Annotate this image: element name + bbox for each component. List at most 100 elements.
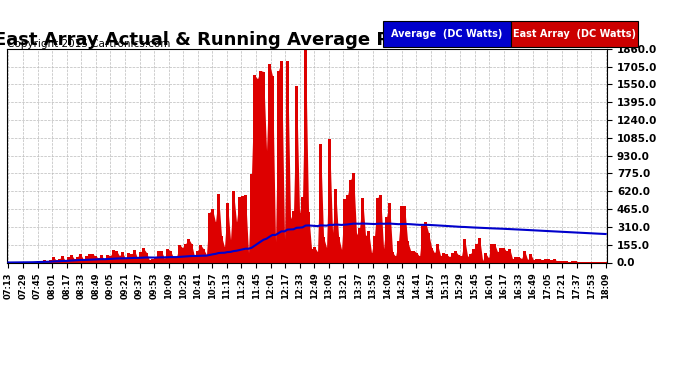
Bar xyxy=(304,49,307,262)
Bar xyxy=(556,261,559,262)
Bar xyxy=(70,255,73,262)
Bar xyxy=(229,240,232,262)
Bar xyxy=(256,79,259,262)
Bar xyxy=(274,242,277,262)
Bar xyxy=(61,256,64,262)
Bar xyxy=(406,241,409,262)
Bar xyxy=(518,256,520,262)
Bar xyxy=(502,248,505,262)
Bar xyxy=(340,249,343,262)
Bar xyxy=(358,228,361,262)
Bar xyxy=(343,200,346,262)
Bar xyxy=(574,261,578,262)
Bar xyxy=(211,209,214,262)
Bar xyxy=(295,86,298,262)
Bar xyxy=(40,261,43,262)
Bar xyxy=(334,189,337,262)
Bar xyxy=(37,261,40,262)
Bar xyxy=(382,249,385,262)
Bar xyxy=(397,241,400,262)
Bar xyxy=(280,60,283,262)
Bar xyxy=(415,253,418,262)
Bar xyxy=(352,173,355,262)
Bar xyxy=(121,252,124,262)
Bar xyxy=(376,198,379,262)
Bar xyxy=(136,258,139,262)
Bar xyxy=(142,248,145,262)
Bar xyxy=(271,76,274,262)
Bar xyxy=(493,244,496,262)
Bar xyxy=(541,260,544,262)
Bar xyxy=(196,251,199,262)
Bar xyxy=(316,252,319,262)
Bar xyxy=(160,251,163,262)
Bar xyxy=(205,255,208,262)
Bar xyxy=(388,203,391,262)
Bar xyxy=(97,258,100,262)
Bar xyxy=(400,206,403,262)
Bar xyxy=(148,260,151,262)
Bar xyxy=(448,257,451,262)
Bar xyxy=(328,139,331,262)
Title: East Array Actual & Running Average Power Thu Oct 15 18:12: East Array Actual & Running Average Powe… xyxy=(0,31,620,49)
Bar xyxy=(58,259,61,262)
Bar xyxy=(496,252,499,262)
Bar xyxy=(433,253,436,262)
Bar xyxy=(538,259,541,262)
Bar xyxy=(463,238,466,262)
Bar xyxy=(472,249,475,262)
Bar xyxy=(208,213,211,262)
Bar xyxy=(220,236,223,262)
Bar xyxy=(562,261,565,262)
Bar xyxy=(277,70,280,262)
Bar xyxy=(46,261,49,262)
Bar xyxy=(349,180,352,262)
Bar xyxy=(238,197,241,262)
Bar xyxy=(367,231,370,262)
Text: East Array  (DC Watts): East Array (DC Watts) xyxy=(513,29,636,39)
Bar xyxy=(559,261,562,262)
Bar xyxy=(544,259,547,262)
Bar xyxy=(73,259,76,262)
Bar xyxy=(292,211,295,262)
Bar xyxy=(337,237,340,262)
Bar xyxy=(124,259,127,262)
Bar xyxy=(442,253,445,262)
Bar xyxy=(145,252,148,262)
Bar xyxy=(94,256,97,262)
Bar xyxy=(520,259,523,262)
Bar xyxy=(130,255,133,262)
Bar xyxy=(418,256,421,262)
Bar xyxy=(88,254,91,262)
Bar xyxy=(370,254,373,262)
Bar xyxy=(505,251,508,262)
Bar xyxy=(307,212,310,262)
Bar xyxy=(322,237,325,262)
Bar xyxy=(310,249,313,262)
Bar xyxy=(445,255,448,262)
Bar xyxy=(529,254,532,262)
Bar xyxy=(484,254,487,262)
Bar xyxy=(166,249,169,262)
Bar xyxy=(118,256,121,262)
Bar xyxy=(331,232,334,262)
Bar xyxy=(286,61,289,262)
Bar xyxy=(151,259,154,262)
Bar xyxy=(265,151,268,262)
Bar xyxy=(247,253,250,262)
Bar xyxy=(202,249,205,262)
Bar xyxy=(313,247,316,262)
Bar xyxy=(532,260,535,262)
Bar xyxy=(346,195,349,262)
Bar xyxy=(460,255,463,262)
Bar xyxy=(184,244,187,262)
Bar xyxy=(100,255,103,262)
Bar xyxy=(139,252,142,262)
Bar xyxy=(187,238,190,262)
Bar xyxy=(508,249,511,262)
Bar xyxy=(421,226,424,262)
Bar xyxy=(385,217,388,262)
Bar xyxy=(241,196,244,262)
Bar xyxy=(178,244,181,262)
Bar xyxy=(112,250,115,262)
